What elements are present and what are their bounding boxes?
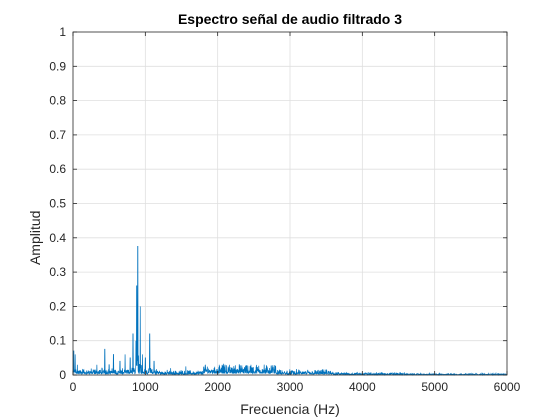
y-axis-title: Amplitud <box>27 211 43 265</box>
y-tick-label: 0.7 <box>49 128 66 142</box>
y-tick-label: 0.6 <box>49 162 66 176</box>
y-tick-label: 1 <box>59 25 66 39</box>
x-tick-label: 5000 <box>421 380 448 394</box>
y-tick-label: 0.4 <box>49 231 66 245</box>
ticks: 0 1000 2000 3000 4000 5000 6000 0 0.1 0.2 0.3 0.4 0.… <box>49 25 520 394</box>
x-axis-title: Frecuencia (Hz) <box>240 401 340 417</box>
y-tick-label: 0 <box>59 368 66 382</box>
y-tick-label: 0.5 <box>49 197 66 211</box>
x-tick-label: 6000 <box>494 380 521 394</box>
y-tick-label: 0.3 <box>49 265 66 279</box>
y-tick-label: 0.8 <box>49 94 66 108</box>
y-tick-label: 0.9 <box>49 59 66 73</box>
x-tick-label: 0 <box>70 380 77 394</box>
grid <box>73 32 507 375</box>
x-tick-label: 4000 <box>349 380 376 394</box>
y-tick-label: 0.1 <box>49 334 66 348</box>
y-tick-label: 0.2 <box>49 299 66 313</box>
x-tick-label: 1000 <box>132 380 159 394</box>
x-tick-label: 2000 <box>204 380 231 394</box>
chart-title: Espectro señal de audio filtrado 3 <box>178 11 402 27</box>
x-tick-label: 3000 <box>277 380 304 394</box>
